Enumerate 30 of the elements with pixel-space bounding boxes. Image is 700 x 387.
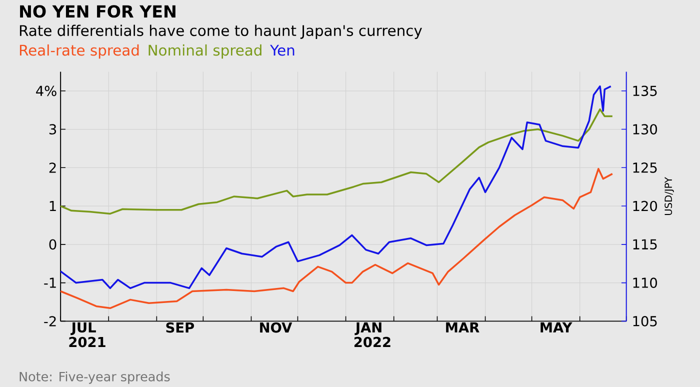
y2-tick-label: 135: [633, 86, 657, 96]
y-tick-label: -2: [44, 316, 56, 326]
line-series: [60, 168, 614, 310]
y-tick-label: 3: [49, 124, 56, 134]
x-tick-label: MAR: [446, 322, 480, 332]
y2-axis-title: USD/JPY: [664, 177, 674, 215]
chart-subtitle: Rate differentials have come to haunt Japan's currency: [20, 24, 422, 39]
line-series: [60, 85, 612, 290]
y-tick-label: 2: [49, 162, 56, 173]
x-tick-label: JUL 2021: [69, 322, 106, 348]
x-tick-label: SEP: [166, 322, 194, 333]
text: Note: Five-year spreads: [20, 372, 170, 384]
y-tick-label: 1: [50, 201, 56, 212]
text: Nominal spread: [148, 44, 262, 59]
x-tick-label: MAY: [540, 322, 572, 332]
y-tick-label: -1: [44, 278, 56, 288]
y2-tick-label: 120: [633, 200, 657, 212]
chart-title: NO YEN FOR YEN: [20, 5, 176, 18]
x-tick-label: NOV: [260, 322, 292, 333]
y2-tick-label: 110: [633, 278, 657, 288]
y2-tick-label: 125: [633, 162, 657, 173]
y2-tick-label: 130: [633, 124, 657, 134]
y-tick-label: 4%: [36, 86, 56, 96]
x-tick-label: JAN 2022: [354, 322, 390, 348]
text: Yen: [270, 44, 294, 56]
line-series: [60, 108, 614, 215]
y-tick-label: 0: [49, 239, 56, 250]
y2-tick-label: 105: [633, 316, 657, 326]
y2-tick-label: 115: [633, 239, 657, 250]
text: Real-rate spread: [20, 44, 139, 59]
